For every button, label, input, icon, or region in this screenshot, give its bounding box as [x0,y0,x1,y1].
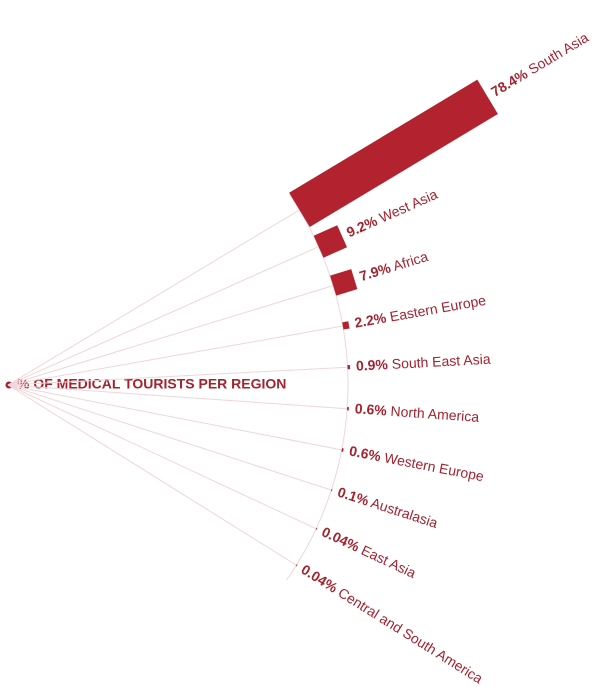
category-label: North America [390,402,480,424]
bar [295,564,298,567]
bar-label: 0.9% South East Asia [356,350,492,373]
bar-label: 0.6% North America [354,400,480,425]
value-label: 0.6% [354,400,387,418]
bar-group: 0.9% South East Asia [7,350,492,386]
bar-label: 2.2% Eastern Europe [353,292,487,331]
value-label: 0.6% [348,442,383,464]
value-label: 0.04% [319,523,362,555]
bar-label: 0.04% Central and South America [299,561,487,686]
bar-group: 0.6% North America [7,384,480,425]
bar [341,448,344,452]
spoke [7,209,300,386]
category-label: Western Europe [383,449,485,484]
spoke [7,246,319,386]
bar-group: 78.4% South Asia [7,29,591,386]
spoke [7,384,342,451]
value-label: 78.4% [488,65,531,99]
category-label: Australasia [369,494,440,531]
bar-label: 78.4% South Asia [488,29,591,100]
value-label: 9.2% [344,212,380,240]
bar-group: 7.9% Africa [7,248,430,386]
spoke [7,366,348,386]
chart-title: % OF MEDICAL TOURISTS PER REGION [17,376,286,392]
category-label: South Asia [525,29,591,77]
value-label: 0.9% [356,356,389,374]
bar-label: 7.9% Africa [357,248,430,284]
bar-label: 0.04% East Asia [319,523,418,581]
category-label: South East Asia [391,350,491,371]
bar-group: 0.6% Western Europe [7,384,485,484]
spoke [7,384,348,410]
spoke [7,325,343,386]
spoke [7,384,332,491]
bar-group: 0.04% Central and South America [7,384,487,686]
bar [315,527,318,530]
bar [313,225,348,258]
bar [347,364,351,370]
bar [347,407,349,411]
category-label: East Asia [359,542,419,581]
value-label: 0.1% [336,483,372,508]
bar-label: 0.6% Western Europe [348,442,485,484]
value-label: 2.2% [353,309,388,330]
category-label: West Asia [377,185,440,225]
base-arc [286,194,349,581]
bar [289,79,498,228]
bar [330,269,358,296]
spoke [7,384,317,530]
category-label: Eastern Europe [388,292,487,325]
value-label: 7.9% [357,259,393,284]
category-label: Central and South America [336,584,487,686]
value-label: 0.04% [299,561,342,596]
bar [331,489,333,492]
bar [342,321,350,330]
spoke [7,285,334,386]
spoke [7,384,297,566]
category-label: Africa [391,248,430,274]
bar-label: 0.1% Australasia [336,483,440,531]
